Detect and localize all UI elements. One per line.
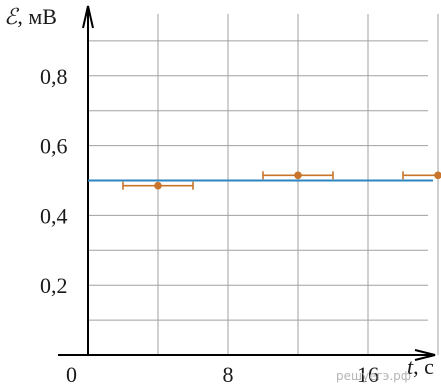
y-tick-label: 0,8 [40,64,68,89]
y-axis-symbol: ℰ [4,4,20,29]
y-tick-label: 0,2 [40,273,68,298]
point-marker [154,181,162,190]
data-point-2 [262,171,334,180]
x-axis-title: t, с [407,354,434,379]
data-points [122,171,441,190]
x-axis-arrow [414,349,436,361]
y-axis-title: ℰ, мВ [4,4,57,29]
y-tick-label: 0,4 [40,203,68,228]
x-axis-symbol: t [407,354,414,379]
y-tick-label: 0,6 [40,134,68,159]
point-marker [294,171,302,180]
watermark: решуегэ.рф [336,369,411,383]
y-axis-arrow [82,5,94,29]
origin-label: 0 [66,362,77,387]
x-tick-label: 8 [223,362,234,387]
x-tick-label: 16 [357,362,379,387]
y-axis-unit: , мВ [17,4,57,29]
data-point-1 [122,181,194,190]
tick-labels: 81624320,20,40,60,8 [40,64,379,387]
data-point-3 [402,171,441,180]
point-marker [434,171,441,180]
x-axis-unit: , с [413,354,434,379]
axes [58,5,436,361]
grid [88,14,439,355]
